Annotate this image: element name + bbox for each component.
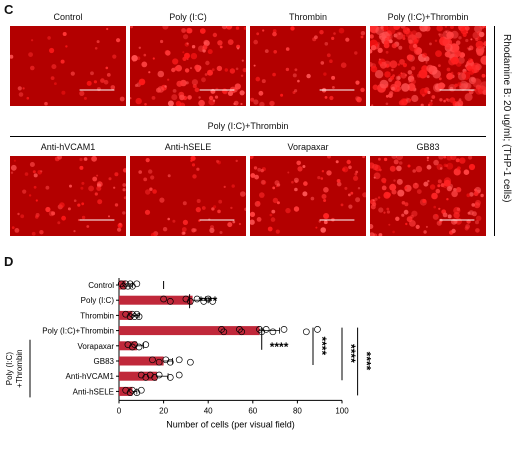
category-label-anti-hsele: Anti-hSELE [73, 387, 114, 396]
sig-label: **** [360, 352, 374, 371]
x-tick-label: 80 [293, 406, 302, 415]
data-point-thrombin [135, 313, 143, 320]
image-label-thrombin: Thrombin [288, 12, 327, 22]
treatment-bracket-label: +Thrombin [15, 349, 24, 387]
panel-d-letter: D [4, 254, 14, 269]
data-point-poly-i-c-thrombin [256, 326, 263, 333]
image-label-anti-hsele: Anti-hSELE [164, 142, 212, 152]
data-point-poly-i-c-thrombin [238, 328, 245, 336]
category-label-vorapaxar: Vorapaxar [78, 342, 115, 351]
data-point-anti-hsele [126, 389, 134, 396]
data-point-poly-i-c-thrombin [236, 326, 243, 333]
data-point-thrombin [131, 313, 138, 320]
data-point-poly-i-c [166, 298, 174, 305]
micrograph-vorapaxar [250, 156, 366, 236]
x-tick-label: 60 [248, 406, 257, 415]
treatment-bracket-label: Poly (I:C) [5, 352, 14, 386]
data-point-gb83 [166, 358, 174, 366]
data-point-thrombin [126, 313, 134, 320]
image-label-poly-ic: Poly (I:C) [169, 12, 207, 22]
data-point-control [126, 280, 134, 288]
data-point-poly-i-c-thrombin [262, 326, 270, 333]
x-tick-label: 0 [117, 406, 122, 415]
group-divider-line [10, 136, 486, 137]
data-point-poly-i-c-thrombin [280, 326, 288, 333]
image-label-vorapaxar: Vorapaxar [287, 142, 329, 152]
side-label-rhodamine: Rhodamine B: 20 ug/ml; (THP-1 cells) [501, 34, 512, 203]
data-point-gb83 [175, 356, 183, 364]
data-point-poly-i-c-thrombin [314, 326, 321, 333]
bar-control [119, 280, 126, 290]
side-label-line [494, 26, 495, 236]
data-point-vorapaxar [135, 343, 143, 351]
bar-anti-hsele [119, 386, 133, 396]
micrograph-anti-hvcam1 [10, 156, 126, 236]
category-label-control: Control [88, 281, 114, 290]
sig-label: **** [315, 336, 329, 355]
data-point-poly-i-c [160, 295, 167, 303]
data-point-gb83 [187, 358, 194, 366]
data-point-control [120, 282, 127, 290]
bar-thrombin [119, 310, 133, 320]
bar-poly-i-c-thrombin [119, 326, 260, 336]
data-point-anti-hvcam1 [175, 371, 183, 379]
data-point-vorapaxar [142, 341, 150, 348]
category-label-gb83: GB83 [94, 357, 115, 366]
micrograph-poly-ic [130, 26, 246, 106]
bar-gb83 [119, 356, 164, 366]
data-point-poly-i-c-thrombin [220, 328, 228, 336]
sig-label: **** [344, 344, 358, 363]
data-point-poly-i-c-thrombin [218, 326, 225, 333]
data-point-anti-hvcam1 [166, 374, 174, 381]
micrograph-anti-hsele [130, 156, 246, 236]
data-point-thrombin [129, 310, 136, 318]
image-label-gb83: GB83 [416, 142, 440, 152]
group-label-poly-ic-thrombin: Poly (I:C)+Thrombin [207, 121, 289, 131]
sig-label: **** [199, 294, 218, 308]
data-point-gb83 [162, 356, 170, 364]
category-label-poly-i-c: Poly (I:C) [81, 296, 115, 305]
bar-poly-i-c [119, 295, 193, 305]
x-tick-label: 100 [335, 406, 349, 415]
data-point-thrombin [133, 310, 141, 318]
data-point-poly-i-c [187, 298, 194, 305]
data-point-poly-i-c [193, 295, 201, 303]
data-point-anti-hvcam1 [155, 371, 163, 379]
panel-c-letter: C [4, 2, 14, 17]
x-tick-label: 40 [204, 406, 213, 415]
data-point-control [124, 282, 132, 290]
category-label-poly-i-c-thrombin: Poly (I:C)+Thrombin [42, 327, 114, 336]
x-tick-label: 20 [159, 406, 168, 415]
micrograph-thrombin [250, 26, 366, 106]
category-label-anti-hvcam1: Anti-hVCAM1 [66, 372, 115, 381]
category-label-thrombin: Thrombin [80, 311, 114, 320]
x-axis-label: Number of cells (per visual field) [166, 419, 295, 429]
bar-anti-hvcam1 [119, 371, 157, 381]
data-point-poly-i-c-thrombin [269, 328, 277, 336]
data-point-poly-i-c [209, 298, 217, 305]
data-point-control [133, 280, 141, 288]
bar-chart: 0 20 40 60 80 100 Number of cells (per visual … [5, 278, 374, 429]
data-point-gb83 [149, 356, 156, 364]
image-label-poly-ic-thrombin: Poly (I:C)+Thrombin [387, 12, 469, 22]
micrograph-poly-ic-thrombin [370, 26, 486, 106]
micrograph-gb83 [370, 156, 486, 236]
image-label-control: Control [53, 12, 83, 22]
data-point-control [122, 280, 130, 288]
data-point-anti-hsele [137, 386, 145, 394]
data-point-poly-i-c-thrombin [302, 328, 310, 336]
sig-label: **** [270, 340, 289, 354]
data-point-gb83 [155, 358, 163, 366]
bar-vorapaxar [119, 341, 137, 351]
data-point-vorapaxar [129, 343, 136, 351]
micrograph-control [10, 26, 126, 106]
image-label-anti-hvcam1: Anti-hVCAM1 [40, 142, 96, 152]
data-point-control [117, 280, 125, 288]
